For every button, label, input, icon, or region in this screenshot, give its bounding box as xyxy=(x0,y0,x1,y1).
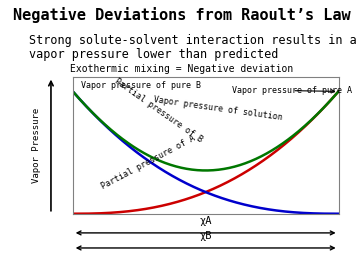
Text: Vapor Pressure: Vapor Pressure xyxy=(32,108,41,183)
Text: Partial pressure of B: Partial pressure of B xyxy=(113,77,204,144)
Text: Partial pressure of A: Partial pressure of A xyxy=(99,134,196,191)
Text: Vapor pressure of solution: Vapor pressure of solution xyxy=(153,96,282,122)
Text: Strong solute-solvent interaction results in a: Strong solute-solvent interaction result… xyxy=(29,34,357,47)
Text: Exothermic mixing = Negative deviation: Exothermic mixing = Negative deviation xyxy=(70,64,294,74)
Text: χA: χA xyxy=(199,216,212,226)
Text: Vapor pressure of pure B: Vapor pressure of pure B xyxy=(81,81,201,90)
Text: vapor pressure lower than predicted: vapor pressure lower than predicted xyxy=(29,48,278,61)
Text: χB: χB xyxy=(199,231,212,241)
Text: Negative Deviations from Raoult’s Law: Negative Deviations from Raoult’s Law xyxy=(13,7,351,23)
Text: Vapor pressure of pure A: Vapor pressure of pure A xyxy=(232,86,352,95)
